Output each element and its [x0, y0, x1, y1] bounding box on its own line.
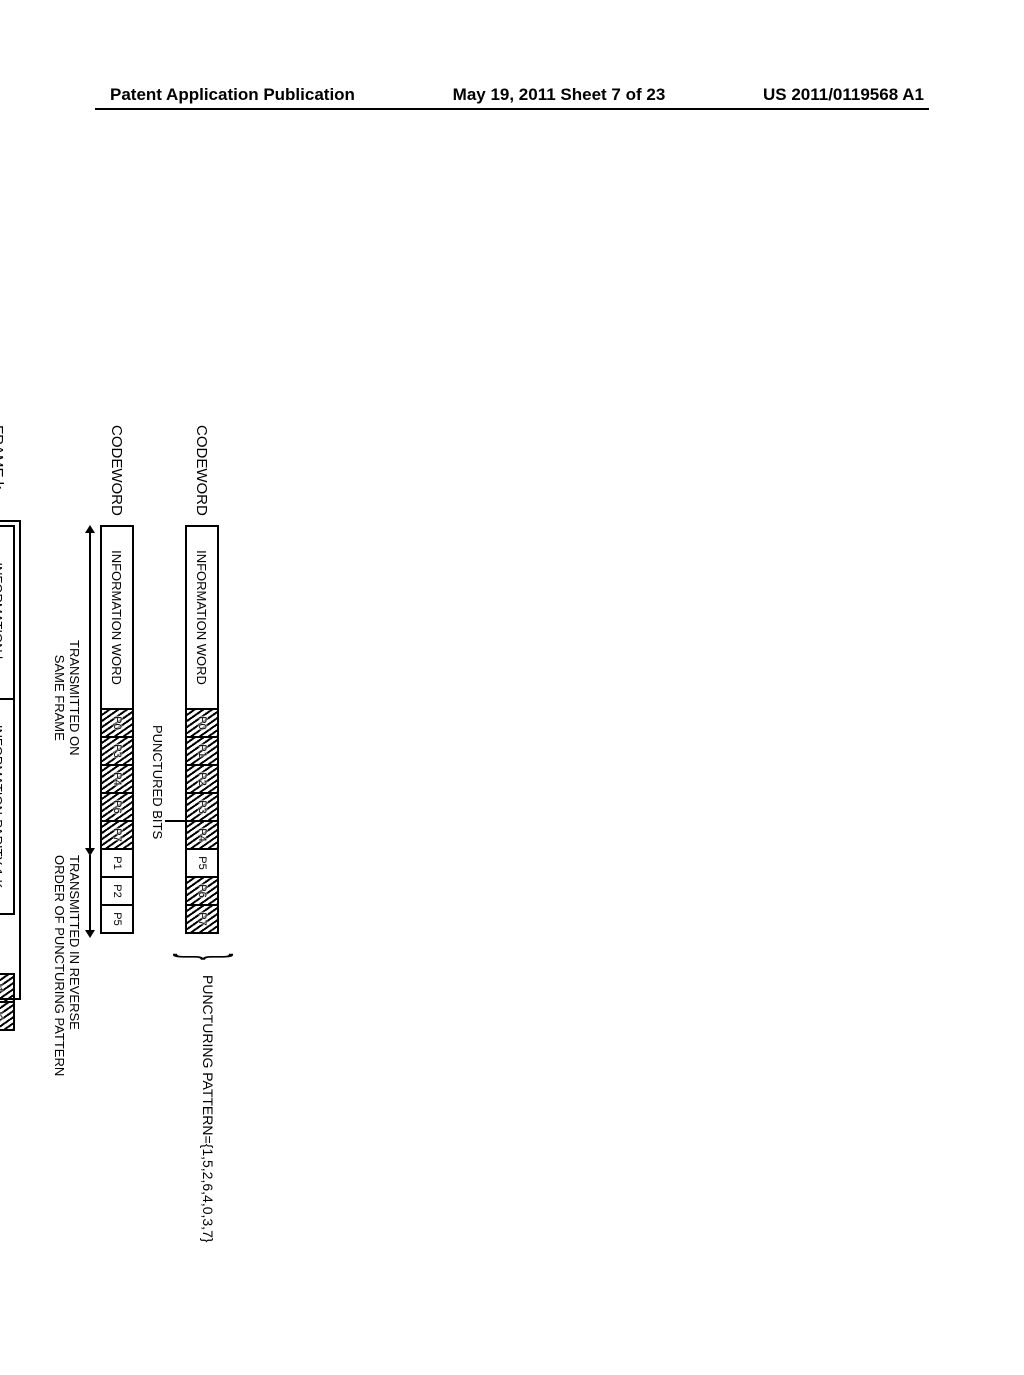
reverse-order-note: TRANSMITTED IN REVERSE ORDER OF PUNCTURI… [51, 855, 81, 1076]
pbit-bot-2: P4 [100, 764, 134, 794]
pbit-bot-3: P6 [100, 792, 134, 822]
same-frame-note: TRANSMITTED ON SAME FRAME [51, 640, 81, 756]
header-left: Patent Application Publication [110, 85, 355, 105]
frame-k-info: INFORMATION k [0, 525, 15, 700]
pbit-top-3: P3 [185, 792, 219, 822]
pbit-top-4: P4 [185, 820, 219, 850]
puncturing-pattern-label: PUNCTURING PATTERN={1,5,2,6,4,0,3,7} [200, 975, 216, 1243]
header-rule [95, 108, 929, 110]
frame-k-extra-1: I2 [0, 1001, 15, 1031]
pbit-bot-4: P7 [100, 820, 134, 850]
pbit-bot-5: P1 [100, 848, 134, 878]
header-mid: May 19, 2011 Sheet 7 of 23 [453, 85, 666, 105]
pbit-bot-7: P5 [100, 904, 134, 934]
header-right: US 2011/0119568 A1 [763, 85, 924, 105]
codeword-label-1: CODEWORD [194, 425, 211, 525]
arrow-same-frame [89, 533, 91, 848]
punctured-bits-label: PUNCTURED BITS [149, 725, 164, 839]
patent-header: Patent Application Publication May 19, 2… [0, 85, 1024, 105]
pbit-top-0: P0 [185, 708, 219, 738]
pbit-top-6: P6 [185, 876, 219, 906]
frame-row-k: FRAME k INFORMATION k INFORMATION-PARITY… [0, 425, 15, 1031]
pbit-top-1: P1 [185, 736, 219, 766]
frame-k-parity: INFORMATION-PARITY 1 K [0, 700, 15, 915]
pbit-top-7: P7 [185, 904, 219, 934]
pbit-bot-1: P3 [100, 736, 134, 766]
pointer-line-1 [165, 820, 185, 822]
pbit-top-2: P2 [185, 764, 219, 794]
figure-diagram: CODEWORD INFORMATION WORD P0 P1 P2 P3 P4… [0, 425, 219, 1375]
frame-k-label: FRAME k [0, 425, 7, 525]
codeword-label-2: CODEWORD [109, 425, 126, 525]
pbit-top-5: P5 [185, 848, 219, 878]
arrow-reverse-order [89, 855, 91, 930]
codeword-row-2: CODEWORD INFORMATION WORD P0 P3 P4 P6 P7… [100, 425, 134, 934]
info-word-box-1: INFORMATION WORD [185, 525, 219, 710]
pbit-bot-0: P0 [100, 708, 134, 738]
codeword-row-1: CODEWORD INFORMATION WORD P0 P1 P2 P3 P4… [185, 425, 219, 934]
frame-k-extra-0: I1 [0, 973, 15, 1003]
info-word-box-2: INFORMATION WORD [100, 525, 134, 710]
pbit-bot-6: P2 [100, 876, 134, 906]
brace-icon: } [171, 953, 243, 960]
